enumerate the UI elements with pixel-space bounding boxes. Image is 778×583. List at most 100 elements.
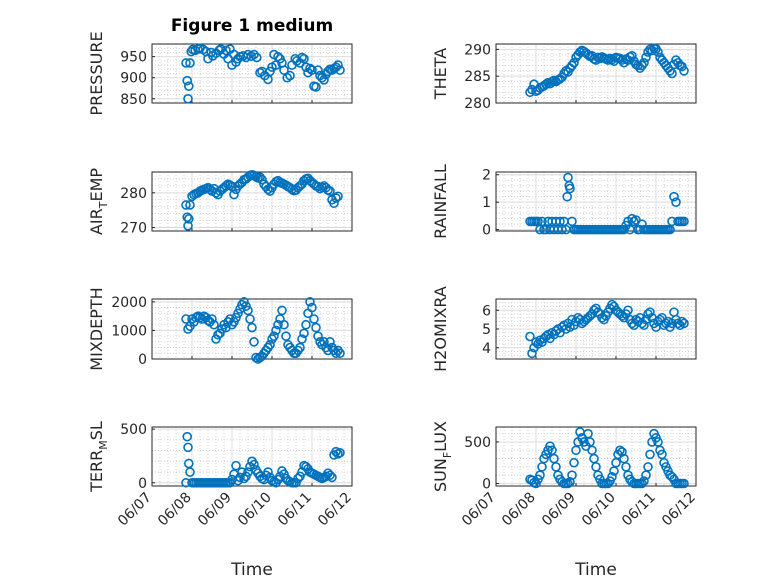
data-point bbox=[639, 57, 649, 68]
data-point bbox=[637, 478, 647, 489]
y-axis-label-rest: EMP bbox=[87, 168, 106, 202]
data-point bbox=[319, 75, 329, 85]
data-point bbox=[565, 477, 575, 487]
axes-box bbox=[151, 43, 353, 104]
data-point bbox=[184, 214, 194, 224]
y-tick-label: 900 bbox=[120, 71, 147, 87]
axes-box bbox=[495, 43, 697, 104]
data-point bbox=[307, 302, 317, 313]
data-point bbox=[185, 467, 195, 477]
y-tick-label: 2 bbox=[482, 168, 491, 184]
y-tick-label: 950 bbox=[120, 50, 147, 66]
panel-rainfall: 0 1 2 RAINFALL bbox=[431, 164, 697, 239]
data-point bbox=[313, 65, 323, 75]
data-point bbox=[563, 478, 573, 489]
panel-theta: 280 285 290 THETA bbox=[431, 42, 697, 112]
data-point bbox=[295, 342, 305, 353]
data-point bbox=[297, 334, 307, 344]
data-point bbox=[525, 331, 535, 342]
data-point bbox=[181, 314, 191, 324]
x-tick-label: 06/12 bbox=[659, 490, 699, 530]
y-axis-label: AIRTEMP bbox=[87, 168, 110, 235]
y-axis-label-subscript: M bbox=[97, 440, 110, 450]
data-point bbox=[307, 65, 317, 75]
y-axis-label-main: AIR bbox=[87, 208, 106, 235]
data-point bbox=[645, 307, 655, 317]
data-point bbox=[257, 174, 267, 185]
y-tick-label: 2000 bbox=[111, 295, 147, 311]
data-point bbox=[617, 447, 627, 457]
data-point bbox=[333, 191, 343, 202]
data-point bbox=[313, 331, 323, 341]
data-point bbox=[231, 460, 241, 471]
data-point bbox=[679, 216, 689, 227]
data-point bbox=[181, 200, 191, 210]
data-point bbox=[615, 445, 625, 456]
panel-air-temp: 270 280 AIRTEMP bbox=[87, 168, 353, 237]
data-point bbox=[607, 472, 617, 482]
data-point bbox=[263, 467, 273, 477]
data-point bbox=[333, 60, 343, 70]
data-point bbox=[182, 75, 192, 86]
data-point bbox=[273, 319, 283, 330]
data-point bbox=[335, 65, 345, 75]
data-point bbox=[623, 305, 633, 316]
y-tick-label: 0 bbox=[482, 477, 491, 493]
data-point bbox=[311, 82, 321, 92]
data-point bbox=[565, 183, 575, 194]
y-axis-label-main: SUN bbox=[431, 458, 450, 492]
axes-box bbox=[495, 426, 697, 487]
data-point bbox=[641, 52, 651, 63]
data-point bbox=[183, 442, 193, 453]
y-axis-label-main: H2OMIXRA bbox=[431, 286, 450, 372]
data-point bbox=[249, 337, 259, 347]
data-point bbox=[629, 216, 639, 227]
data-point bbox=[185, 58, 195, 68]
y-tick-label: 1000 bbox=[111, 323, 147, 339]
x-tick-label: 06/11 bbox=[619, 490, 659, 530]
data-point bbox=[635, 312, 645, 323]
data-point bbox=[265, 339, 275, 350]
data-point bbox=[633, 60, 643, 71]
data-point bbox=[645, 449, 655, 460]
data-point bbox=[229, 189, 239, 200]
x-tick-label: 06/07 bbox=[115, 490, 155, 530]
y-axis-label: PRESSURE bbox=[87, 31, 106, 115]
data-point bbox=[627, 50, 637, 61]
y-tick-label: 285 bbox=[464, 69, 491, 85]
data-point bbox=[221, 181, 231, 191]
y-tick-label: 270 bbox=[120, 221, 147, 237]
x-axis-label: Time bbox=[230, 560, 273, 580]
data-point bbox=[667, 68, 677, 79]
y-tick-label: 0 bbox=[482, 223, 491, 239]
data-point bbox=[181, 58, 191, 68]
y-axis-label-main: RAINFALL bbox=[431, 164, 450, 239]
data-point bbox=[279, 319, 289, 330]
data-point bbox=[245, 314, 255, 324]
y-axis-label-subscript: F bbox=[441, 452, 454, 458]
data-point bbox=[567, 60, 577, 71]
panel-h2omixra: 4 5 6 H2OMIXRA bbox=[431, 286, 697, 372]
y-axis-label: THETA bbox=[431, 48, 450, 100]
y-tick-label: 4 bbox=[482, 341, 491, 357]
data-point bbox=[671, 197, 681, 207]
y-tick-label: 290 bbox=[464, 42, 491, 58]
x-tick-label: 06/08 bbox=[155, 490, 195, 530]
y-axis-label: H2OMIXRA bbox=[431, 286, 450, 372]
y-tick-label: 1 bbox=[482, 195, 491, 211]
data-point bbox=[285, 70, 295, 81]
data-point bbox=[567, 470, 577, 480]
data-point bbox=[562, 191, 573, 202]
axes-box bbox=[151, 426, 353, 487]
data-point bbox=[277, 305, 287, 316]
data-point bbox=[335, 348, 345, 359]
panel-pressure: 850 900 950 PRESSURE Figure 1 medium bbox=[87, 16, 353, 116]
x-tick-label: 06/09 bbox=[539, 490, 579, 530]
data-point bbox=[325, 470, 335, 481]
x-tick-label: 06/07 bbox=[459, 490, 499, 530]
y-axis-label-main: PRESSURE bbox=[87, 31, 106, 115]
data-point bbox=[679, 318, 689, 329]
y-tick-label: 850 bbox=[120, 92, 147, 108]
